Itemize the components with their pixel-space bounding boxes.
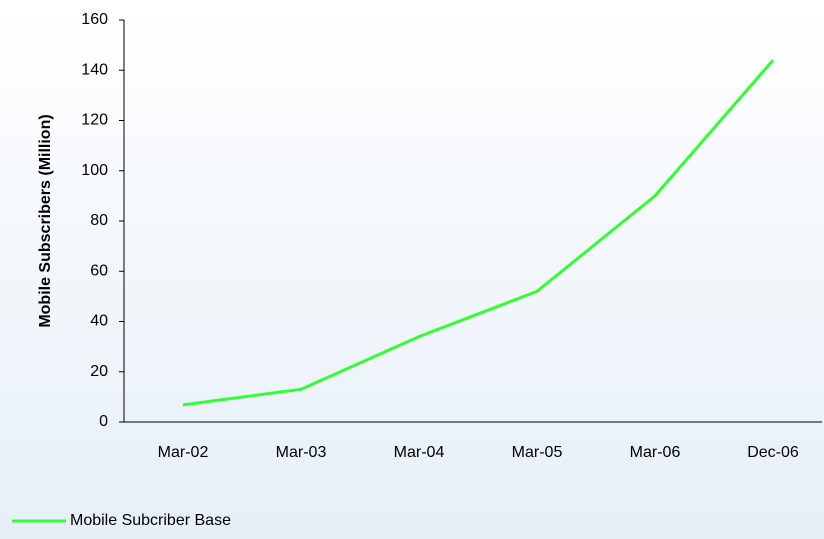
line	[182, 59, 775, 407]
y-tick-label: 100	[81, 162, 108, 179]
y-tick-label: 140	[81, 61, 108, 78]
y-tick-label: 120	[81, 112, 108, 129]
x-tick-label: Dec-06	[747, 444, 799, 461]
x-tick-label: Mar-04	[394, 444, 445, 461]
x-tick-label: Mar-03	[276, 444, 327, 461]
y-tick-label: 80	[90, 212, 108, 229]
legend-label: Mobile Subcriber Base	[70, 512, 231, 529]
y-axis-label: Mobile Subscribers (Million)	[37, 114, 54, 327]
y-tick-label: 40	[90, 313, 108, 330]
x-tick-label: Mar-02	[158, 444, 209, 461]
y-tick-label: 20	[90, 363, 108, 380]
y-tick-label: 60	[90, 262, 108, 279]
y-tick-label: 160	[81, 11, 108, 28]
x-tick-label: Mar-06	[630, 444, 681, 461]
y-tick-label: 0	[99, 413, 108, 430]
x-tick-label: Mar-05	[512, 444, 563, 461]
